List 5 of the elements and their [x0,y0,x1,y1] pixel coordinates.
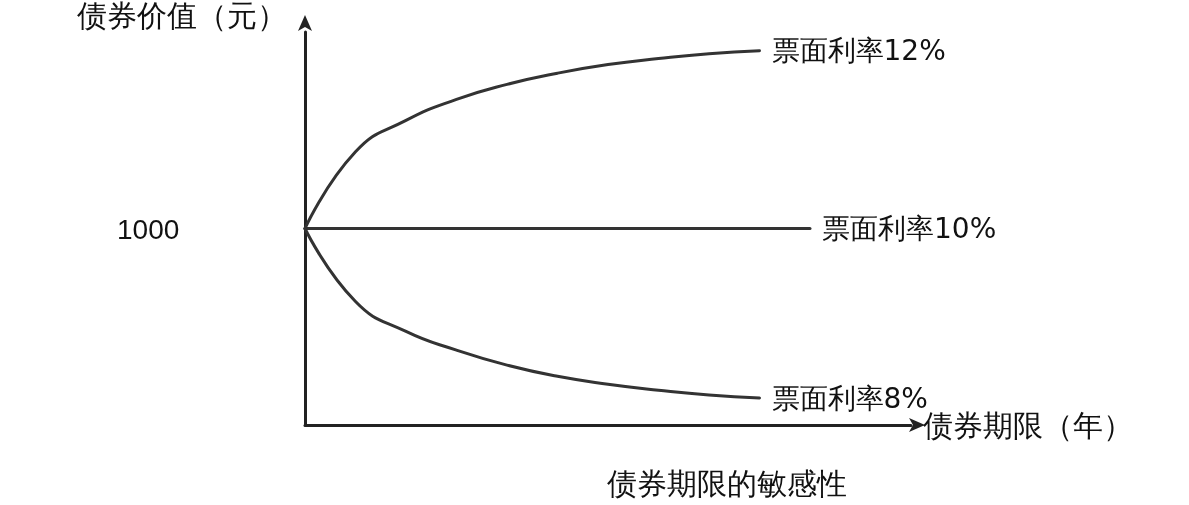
text: 债券期限的敏感性 [607,465,847,501]
y-axis-title: 债券价值（元） [77,0,287,33]
series-label: 票面利率12% [771,34,946,68]
text: 1000 [117,213,180,245]
series-label: 票面利率10% [822,212,997,245]
